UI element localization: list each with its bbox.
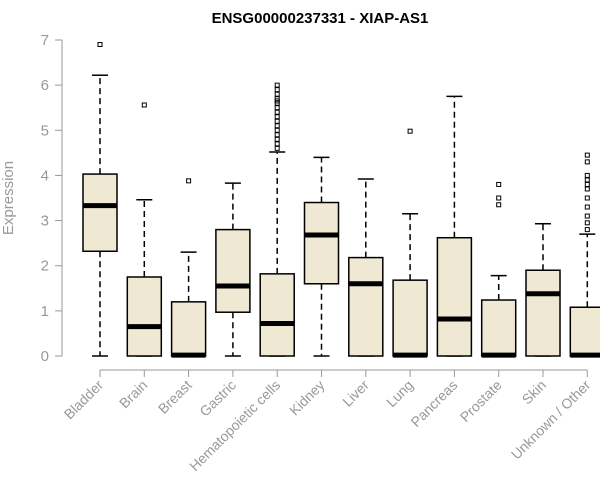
y-tick-label: 4 (41, 167, 49, 184)
y-tick-label: 3 (41, 213, 49, 230)
outlier-point (274, 141, 280, 147)
y-axis-label: Expression (0, 161, 17, 235)
x-tick-label: Gastric (196, 377, 239, 420)
box-pancreas (436, 95, 473, 357)
y-tick-label: 5 (41, 122, 49, 139)
outlier-point (274, 82, 280, 88)
y-tick-label: 6 (41, 77, 49, 94)
iqr-box (303, 201, 340, 285)
outlier-point (496, 202, 502, 208)
x-tick-label: Brain (116, 377, 150, 411)
outlier-point (407, 128, 413, 134)
box-kidney (303, 156, 340, 357)
outlier-point (274, 105, 280, 111)
box-brain (126, 102, 163, 357)
outlier-point (584, 227, 590, 233)
outlier-point (584, 177, 590, 183)
outlier-point (274, 136, 280, 142)
outlier-point (274, 118, 280, 124)
box-bladder (82, 42, 118, 357)
x-tick-label: Unknown / Other (508, 377, 594, 463)
outlier-point (274, 127, 280, 133)
outlier-point (584, 195, 590, 201)
boxes (82, 42, 600, 358)
x-tick-label: Liver (339, 377, 372, 410)
iqr-box (392, 279, 428, 357)
outlier-point (496, 181, 502, 187)
box-breast (170, 178, 207, 358)
outlier-point (274, 109, 280, 115)
chart-title: ENSG00000237331 - XIAP-AS1 (212, 10, 429, 27)
iqr-box (569, 306, 600, 357)
iqr-box (525, 269, 561, 357)
x-tick-label: Breast (155, 377, 195, 417)
y-tick-label: 2 (41, 258, 49, 275)
outlier-point (274, 123, 280, 129)
outlier-point (186, 178, 192, 184)
x-tick-label: Prostate (457, 377, 505, 425)
outlier-point (141, 102, 147, 108)
outlier-point (584, 213, 590, 219)
outlier-point (274, 96, 280, 102)
box-skin (525, 222, 561, 357)
y-axis: 0 1 2 3 4 5 6 7 (41, 32, 63, 365)
outlier-point (274, 87, 280, 93)
iqr-box (126, 276, 163, 357)
x-tick-label: Pancreas (407, 377, 460, 430)
outlier-point (584, 152, 590, 158)
box-unknown-other (569, 152, 600, 358)
outlier-point (584, 159, 590, 165)
outlier-point (584, 186, 590, 192)
iqr-box (436, 236, 473, 357)
x-tick-label: Kidney (286, 377, 328, 419)
iqr-box (170, 301, 207, 357)
outlier-point (584, 220, 590, 226)
iqr-box (259, 273, 295, 357)
y-tick-label: 0 (41, 348, 49, 365)
outlier-point (584, 204, 590, 210)
outlier-point (584, 181, 590, 187)
box-gastric (215, 182, 251, 357)
iqr-box (348, 256, 384, 357)
y-tick-label: 7 (41, 32, 49, 49)
outlier-point (97, 42, 103, 48)
iqr-box (215, 228, 251, 313)
outlier-point (274, 145, 280, 151)
x-tick-label: Bladder (61, 377, 107, 423)
y-tick-label: 1 (41, 303, 49, 320)
outlier-point (584, 172, 590, 178)
x-tick-label: Skin (519, 377, 550, 408)
box-liver (348, 178, 384, 357)
iqr-box (480, 299, 517, 357)
outlier-point (496, 195, 502, 201)
box-hematopoietic-cells (259, 82, 295, 357)
box-prostate (480, 181, 517, 358)
iqr-box (82, 173, 118, 253)
outlier-point (274, 132, 280, 138)
box-lung (392, 128, 428, 358)
outlier-point (274, 91, 280, 97)
x-tick-label: Lung (383, 377, 416, 410)
outlier-point (274, 114, 280, 120)
